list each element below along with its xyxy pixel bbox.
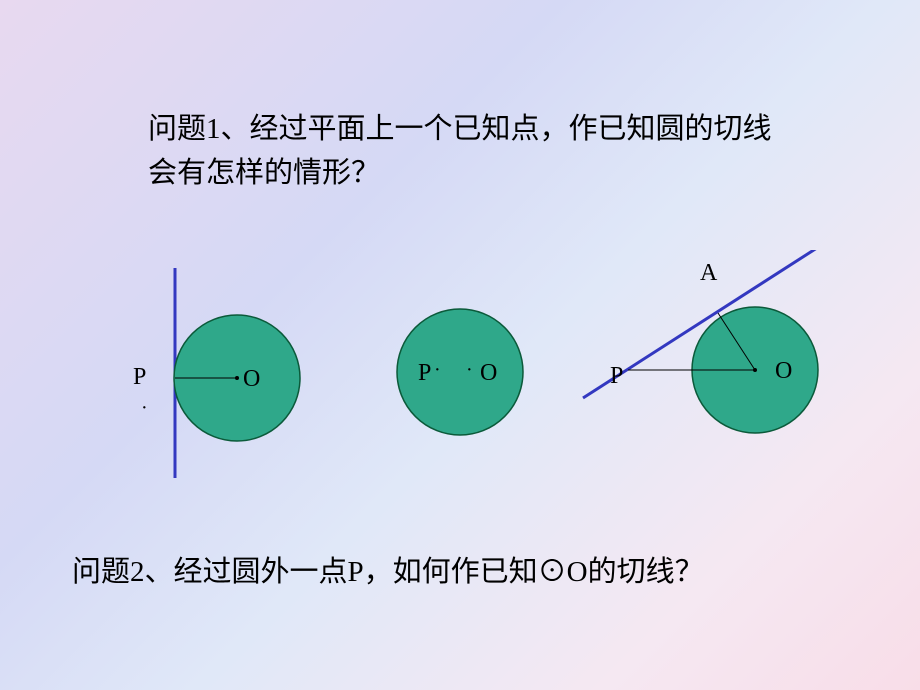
svg-text:A: A bbox=[700, 260, 718, 286]
svg-text:·: · bbox=[466, 359, 473, 381]
svg-text:O: O bbox=[480, 360, 497, 386]
svg-text:·: · bbox=[434, 359, 441, 381]
svg-text:·: · bbox=[141, 397, 148, 419]
svg-text:O: O bbox=[775, 358, 792, 384]
diagram-svg: P·OP··OPAO bbox=[0, 250, 920, 510]
svg-text:P: P bbox=[418, 360, 431, 386]
question-1-text: 问题1、经过平面上一个已知点，作已知圆的切线会有怎样的情形？ bbox=[148, 108, 798, 195]
tangent-diagrams: P·OP··OPAO bbox=[0, 250, 920, 500]
svg-text:P: P bbox=[610, 363, 623, 389]
svg-text:P: P bbox=[133, 364, 146, 390]
question-2-text: 问题2、经过圆外一点P，如何作已知⊙O的切线？ bbox=[72, 545, 832, 600]
svg-text:O: O bbox=[243, 366, 260, 392]
